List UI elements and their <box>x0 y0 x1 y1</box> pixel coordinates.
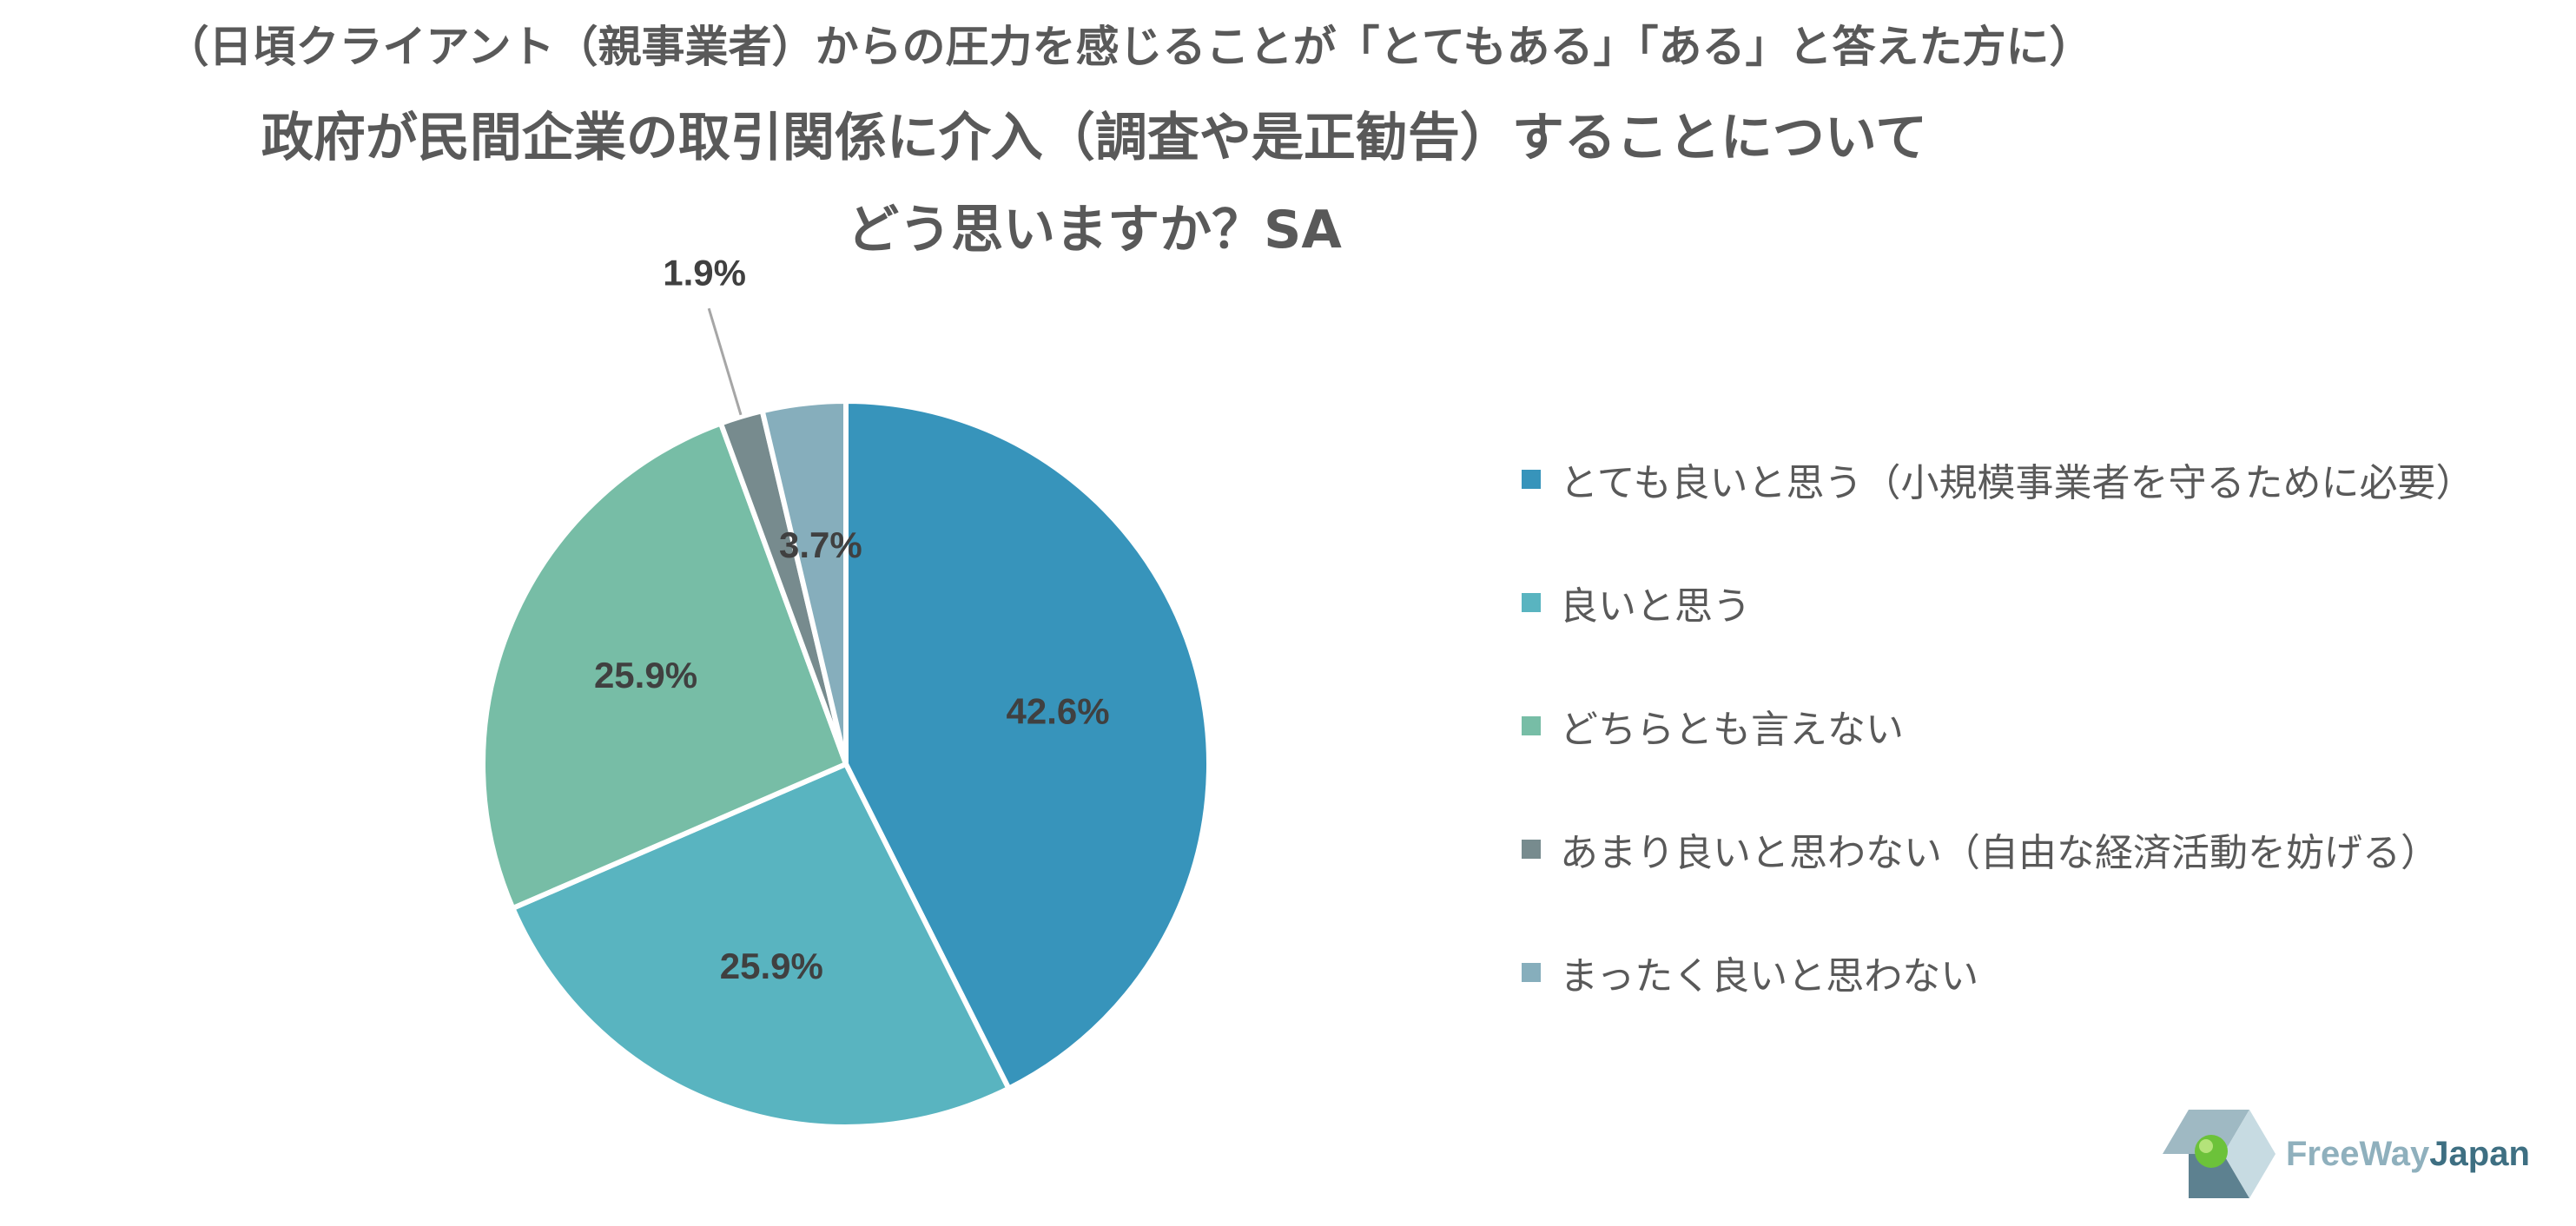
legend-item-5: まったく良いと思わない <box>1522 945 1978 1000</box>
legend-swatch-4 <box>1522 840 1541 859</box>
leader-lines <box>707 307 743 416</box>
chart-title-line-1: 政府が民間企業の取引関係に介入（調査や是正勧告）することについて <box>261 108 1928 168</box>
data-labels: 42.6% 25.9% 25.9% 1.9% 3.7% <box>594 252 1110 985</box>
legend-label-3: どちらとも言えない <box>1560 708 1904 752</box>
data-label-3: 25.9% <box>594 655 697 695</box>
legend-swatch-3 <box>1522 716 1541 735</box>
legend-item-2: 良いと思う <box>1522 575 1751 630</box>
data-label-5: 3.7% <box>779 524 862 565</box>
logo-text-light: FreeWay <box>2286 1134 2430 1173</box>
pie-slices <box>480 399 1212 1130</box>
data-label-1: 42.6% <box>1007 690 1110 731</box>
data-label-2: 25.9% <box>720 946 823 986</box>
legend-label-5: まったく良いと思わない <box>1560 954 1979 999</box>
chart-subtitle: （日頃クライアント（親事業者）からの圧力を感じることが「とてもある」「ある」と答… <box>165 22 2093 72</box>
legend-item-1: とても良いと思う（小規模事業者を守るために必要） <box>1522 452 2474 507</box>
freewayjapan-logo: FreeWayJapan <box>2163 1110 2530 1198</box>
legend-label-4: あまり良いと思わない（自由な経済活動を妨げる） <box>1560 831 2439 875</box>
pie-slice-5 <box>759 399 849 767</box>
legend-label-2: 良いと思う <box>1560 584 1751 629</box>
pie-slice-3 <box>480 420 849 912</box>
logo-text-strong: Japan <box>2429 1134 2530 1173</box>
chart-title-line-2: どう思いますか？SA <box>847 200 1342 260</box>
leader-line-4 <box>707 307 743 416</box>
freewayjapan-logo-text: FreeWayJapan <box>2286 1135 2530 1174</box>
legend-label-1: とても良いと思う（小規模事業者を守るために必要） <box>1560 461 2474 505</box>
legend-swatch-1 <box>1522 470 1541 489</box>
legend-item-4: あまり良いと思わない（自由な経済活動を妨げる） <box>1522 821 2439 877</box>
legend-swatch-2 <box>1522 593 1541 612</box>
pie-slice-1 <box>843 399 1212 1091</box>
data-label-4: 1.9% <box>663 252 746 293</box>
freewayjapan-logo-mark <box>2163 1110 2275 1198</box>
legend-item-3: どちらとも言えない <box>1522 698 1904 754</box>
legend-swatch-5 <box>1522 963 1541 982</box>
